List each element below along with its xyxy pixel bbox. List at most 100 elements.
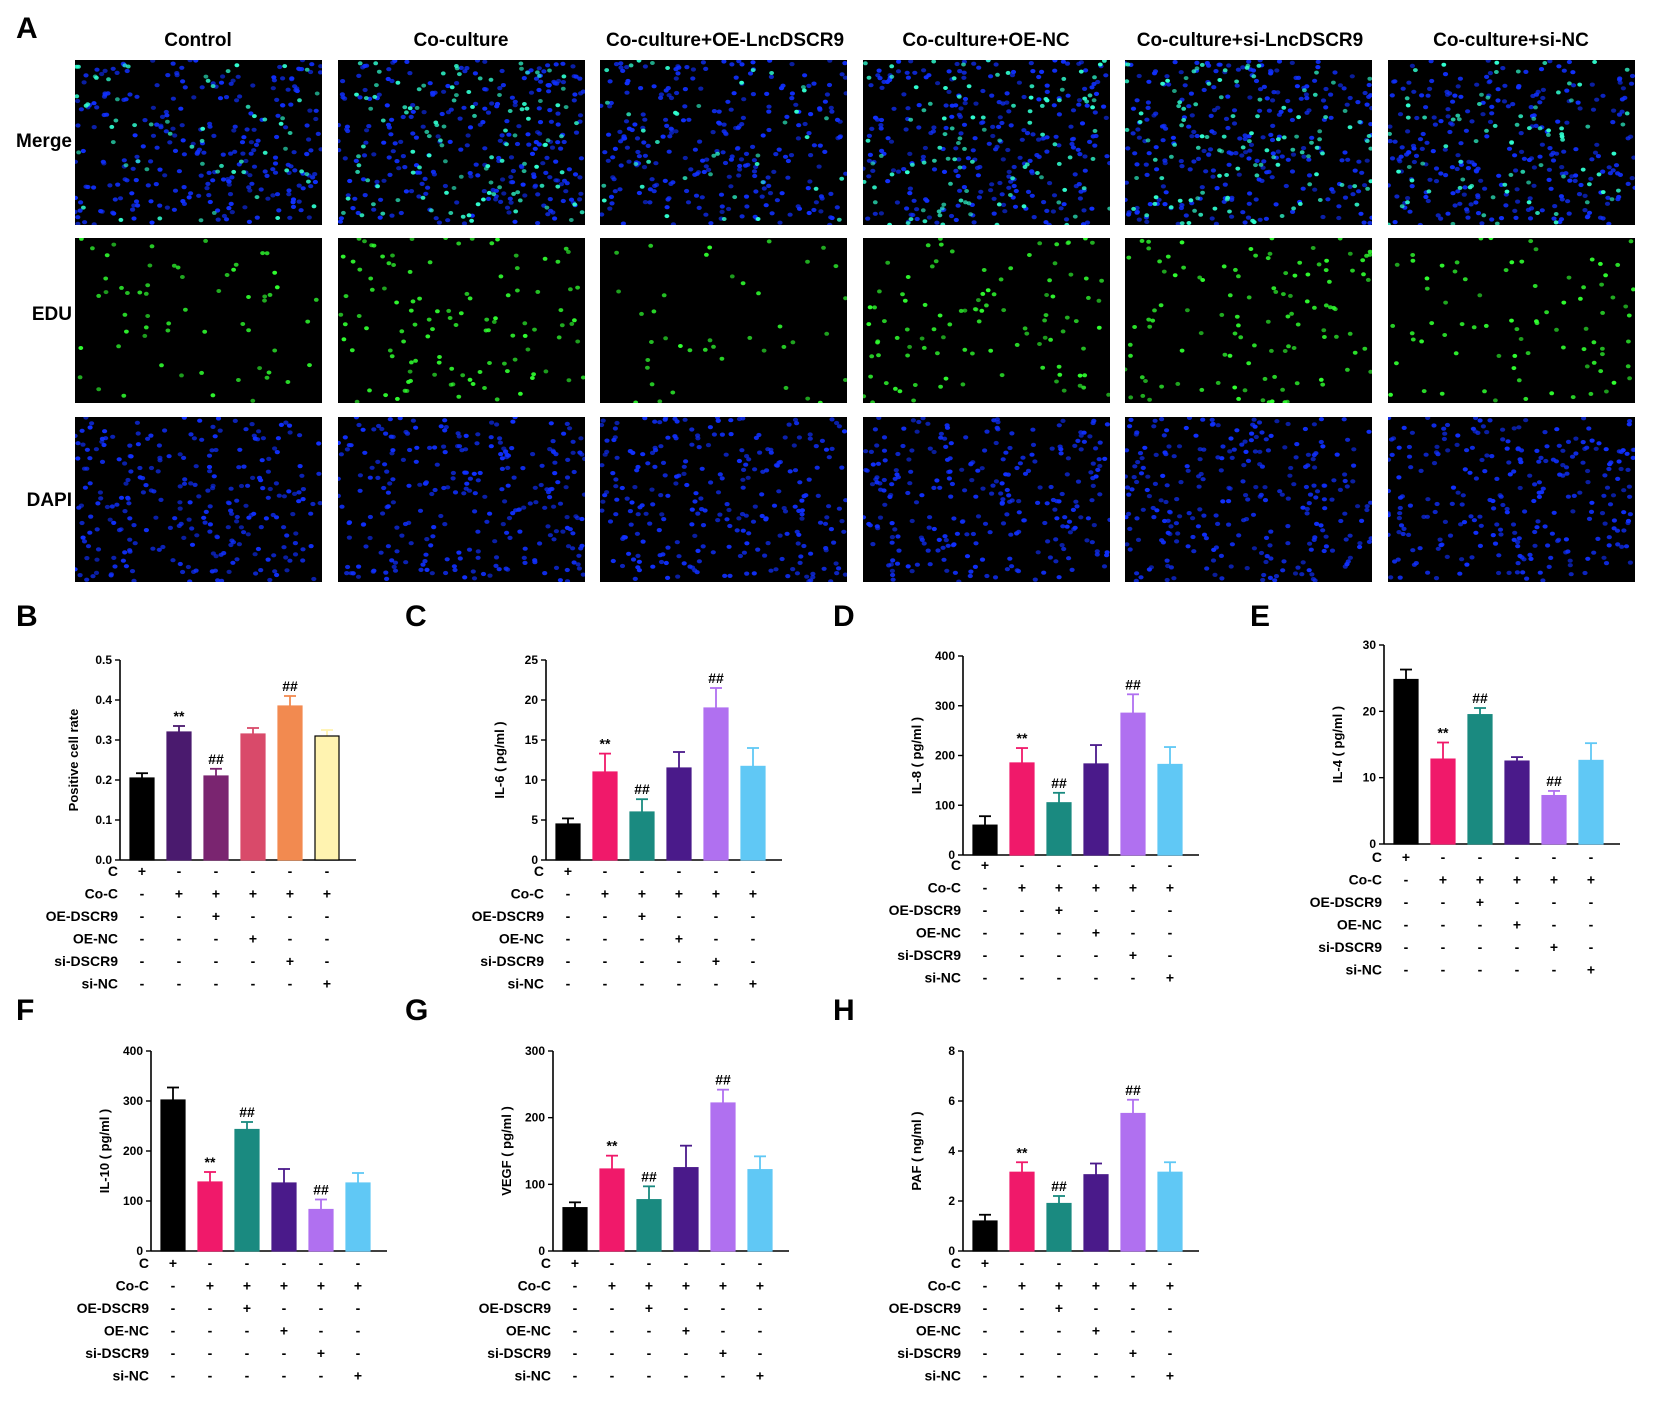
condition-mark-b-2-3: - xyxy=(251,908,256,924)
y-tick-label-c-3: 15 xyxy=(525,733,539,747)
condition-mark-h-0-4: - xyxy=(1131,1255,1136,1271)
condition-label-b-0: C xyxy=(108,863,118,879)
condition-mark-b-4-5: - xyxy=(325,953,330,969)
micrograph-dapi-3 xyxy=(600,417,847,582)
condition-mark-g-1-4: + xyxy=(719,1278,727,1294)
condition-label-f-4: si-DSCR9 xyxy=(85,1345,149,1361)
condition-label-g-1: Co-C xyxy=(518,1278,551,1294)
condition-label-g-2: OE-DSCR9 xyxy=(479,1300,552,1316)
condition-mark-g-5-1: - xyxy=(610,1368,615,1384)
bar-annotation-d-1: ** xyxy=(1017,730,1028,746)
condition-mark-g-4-2: - xyxy=(647,1345,652,1361)
bar-annotation-b-1: ** xyxy=(174,708,185,724)
y-tick-label-c-5: 25 xyxy=(525,653,539,667)
condition-mark-e-0-4: - xyxy=(1552,849,1557,865)
condition-mark-d-0-3: - xyxy=(1094,857,1099,873)
condition-mark-e-0-0: + xyxy=(1402,849,1410,865)
condition-mark-h-4-2: - xyxy=(1057,1345,1062,1361)
condition-mark-h-3-5: - xyxy=(1168,1323,1173,1339)
condition-label-b-4: si-DSCR9 xyxy=(54,953,118,969)
condition-mark-b-3-0: - xyxy=(140,931,145,947)
condition-mark-h-1-4: + xyxy=(1129,1278,1137,1294)
bar-c-1 xyxy=(592,771,618,861)
bar-c-5 xyxy=(740,765,766,861)
condition-mark-e-2-2: + xyxy=(1476,894,1484,910)
condition-mark-b-4-1: - xyxy=(177,953,182,969)
condition-label-e-3: OE-NC xyxy=(1337,917,1382,933)
condition-mark-b-2-4: - xyxy=(288,908,293,924)
condition-mark-f-4-4: + xyxy=(317,1345,325,1361)
condition-mark-g-0-3: - xyxy=(684,1255,689,1271)
condition-mark-h-2-2: + xyxy=(1055,1300,1063,1316)
condition-mark-d-2-1: - xyxy=(1020,902,1025,918)
condition-mark-c-5-3: - xyxy=(677,976,682,992)
condition-mark-h-3-0: - xyxy=(983,1323,988,1339)
y-tick-label-c-4: 20 xyxy=(525,693,539,707)
condition-label-g-5: si-NC xyxy=(514,1368,551,1384)
bar-annotation-e-4: ## xyxy=(1546,773,1562,789)
condition-mark-b-3-3: + xyxy=(249,931,257,947)
condition-label-e-4: si-DSCR9 xyxy=(1318,939,1382,955)
bar-annotation-e-1: ** xyxy=(1438,725,1449,741)
condition-mark-d-4-5: - xyxy=(1168,947,1173,963)
condition-mark-d-3-2: - xyxy=(1057,925,1062,941)
condition-mark-d-4-2: - xyxy=(1057,947,1062,963)
condition-mark-c-2-1: - xyxy=(603,908,608,924)
condition-mark-b-3-1: - xyxy=(177,931,182,947)
condition-label-g-0: C xyxy=(541,1255,551,1271)
condition-label-e-5: si-NC xyxy=(1345,962,1382,978)
condition-mark-d-3-1: - xyxy=(1020,925,1025,941)
condition-mark-c-4-2: - xyxy=(640,953,645,969)
condition-label-e-0: C xyxy=(1372,849,1382,865)
condition-mark-c-2-0: - xyxy=(566,908,571,924)
condition-mark-g-5-4: - xyxy=(721,1368,726,1384)
condition-label-h-0: C xyxy=(951,1255,961,1271)
bar-e-0 xyxy=(1393,678,1419,845)
condition-mark-f-0-4: - xyxy=(319,1255,324,1271)
condition-mark-b-4-0: - xyxy=(140,953,145,969)
condition-mark-f-3-3: + xyxy=(280,1323,288,1339)
y-tick-label-c-0: 0 xyxy=(531,853,538,867)
y-tick-label-c-1: 5 xyxy=(531,813,538,827)
condition-label-d-0: C xyxy=(951,857,961,873)
y-axis-label-g: VEGF ( pg/ml ) xyxy=(499,1106,514,1196)
condition-mark-g-5-0: - xyxy=(573,1368,578,1384)
condition-mark-h-5-4: - xyxy=(1131,1368,1136,1384)
bar-h-0 xyxy=(972,1220,998,1252)
condition-label-b-5: si-NC xyxy=(81,976,118,992)
condition-mark-h-3-2: - xyxy=(1057,1323,1062,1339)
y-tick-label-h-4: 8 xyxy=(948,1044,955,1058)
y-axis-label-e: IL-4 ( pg/ml ) xyxy=(1330,706,1345,783)
condition-mark-d-0-4: - xyxy=(1131,857,1136,873)
y-tick-label-f-3: 300 xyxy=(123,1094,143,1108)
panel-letter-d: D xyxy=(833,600,855,633)
condition-label-g-3: OE-NC xyxy=(506,1323,551,1339)
condition-mark-c-4-0: - xyxy=(566,953,571,969)
condition-mark-d-5-4: - xyxy=(1131,970,1136,986)
condition-mark-h-1-1: + xyxy=(1018,1278,1026,1294)
condition-mark-h-1-0: - xyxy=(983,1278,988,1294)
bar-annotation-h-1: ** xyxy=(1017,1144,1028,1160)
condition-mark-d-4-3: - xyxy=(1094,947,1099,963)
condition-mark-c-0-5: - xyxy=(751,863,756,879)
condition-mark-c-1-1: + xyxy=(601,886,609,902)
y-tick-label-f-1: 100 xyxy=(123,1194,143,1208)
condition-mark-b-3-5: - xyxy=(325,931,330,947)
micrograph-dapi-5 xyxy=(1125,417,1372,582)
condition-mark-f-2-5: - xyxy=(356,1300,361,1316)
condition-mark-f-0-3: - xyxy=(282,1255,287,1271)
bar-b-1 xyxy=(166,731,192,861)
condition-mark-h-4-5: - xyxy=(1168,1345,1173,1361)
condition-label-f-3: OE-NC xyxy=(104,1323,149,1339)
condition-mark-e-4-1: - xyxy=(1441,939,1446,955)
condition-mark-h-2-4: - xyxy=(1131,1300,1136,1316)
condition-mark-f-2-4: - xyxy=(319,1300,324,1316)
condition-mark-e-5-1: - xyxy=(1441,962,1446,978)
condition-mark-b-1-1: + xyxy=(175,886,183,902)
condition-mark-g-2-5: - xyxy=(758,1300,763,1316)
y-tick-label-e-0: 0 xyxy=(1369,837,1376,851)
condition-mark-b-2-0: - xyxy=(140,908,145,924)
bar-annotation-f-4: ## xyxy=(313,1182,329,1198)
y-tick-label-d-4: 400 xyxy=(935,649,955,663)
condition-mark-e-5-5: + xyxy=(1587,962,1595,978)
